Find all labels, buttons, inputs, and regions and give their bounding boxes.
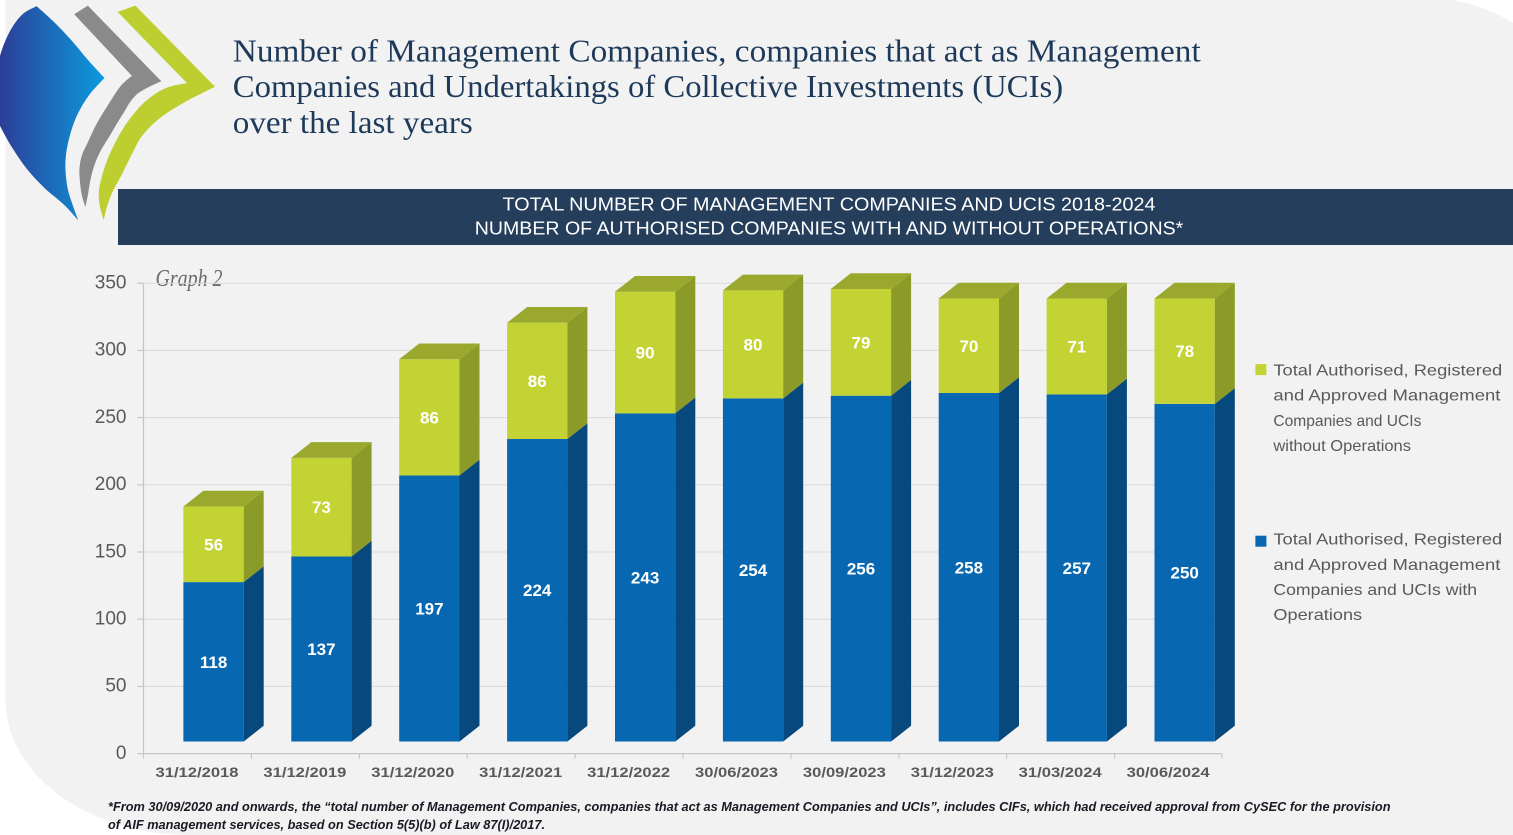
svg-text:Total Authorised, Registered: Total Authorised, Registered: [1273, 363, 1502, 380]
svg-text:Companies and UCIs with: Companies and UCIs with: [1273, 582, 1477, 599]
svg-text:31/12/2019: 31/12/2019: [263, 764, 346, 780]
svg-text:258: 258: [955, 558, 983, 577]
svg-text:Number of Management Companies: Number of Management Companies, companie…: [233, 34, 1201, 69]
svg-text:NUMBER OF AUTHORISED COMPANIES: NUMBER OF AUTHORISED COMPANIES WITH AND …: [475, 217, 1184, 238]
svg-text:31/12/2023: 31/12/2023: [911, 764, 994, 780]
svg-text:and Approved Management: and Approved Management: [1273, 388, 1501, 405]
svg-text:Operations: Operations: [1273, 607, 1362, 624]
svg-text:257: 257: [1063, 559, 1091, 578]
svg-text:100: 100: [95, 609, 127, 630]
svg-text:79: 79: [852, 333, 871, 352]
svg-text:0: 0: [116, 743, 127, 764]
svg-text:Companies and Undertakings of: Companies and Undertakings of Collective…: [233, 69, 1063, 104]
svg-text:254: 254: [739, 561, 768, 580]
svg-text:over the last years: over the last years: [233, 105, 473, 140]
svg-text:71: 71: [1067, 337, 1086, 356]
svg-text:31/12/2020: 31/12/2020: [371, 764, 454, 780]
svg-text:90: 90: [636, 344, 655, 363]
svg-text:Companies and UCIs: Companies and UCIs: [1273, 413, 1421, 430]
svg-text:31/12/2021: 31/12/2021: [479, 764, 562, 780]
svg-text:86: 86: [528, 372, 547, 391]
svg-text:350: 350: [95, 273, 127, 294]
svg-text:*From 30/09/2020 and onwards,: *From 30/09/2020 and onwards, the “total…: [108, 800, 1391, 814]
svg-text:30/06/2023: 30/06/2023: [695, 764, 778, 780]
svg-text:200: 200: [95, 474, 127, 495]
svg-text:30/06/2024: 30/06/2024: [1127, 764, 1210, 780]
svg-text:50: 50: [105, 676, 126, 697]
svg-text:TOTAL NUMBER OF MANAGEMENT COM: TOTAL NUMBER OF MANAGEMENT COMPANIES AND…: [503, 193, 1156, 214]
svg-text:73: 73: [312, 498, 331, 517]
svg-text:30/09/2023: 30/09/2023: [803, 764, 886, 780]
svg-text:56: 56: [204, 535, 223, 554]
svg-text:78: 78: [1175, 342, 1194, 361]
svg-text:150: 150: [95, 541, 127, 562]
svg-text:137: 137: [307, 640, 335, 659]
svg-text:without Operations: without Operations: [1272, 438, 1411, 455]
svg-text:31/03/2024: 31/03/2024: [1019, 764, 1102, 780]
svg-text:70: 70: [959, 337, 978, 356]
svg-text:Total Authorised, Registered: Total Authorised, Registered: [1273, 532, 1502, 549]
svg-text:31/12/2018: 31/12/2018: [156, 764, 239, 780]
svg-text:118: 118: [200, 653, 227, 672]
svg-text:243: 243: [631, 568, 659, 587]
svg-text:197: 197: [415, 600, 443, 619]
svg-text:of AIF management services, ba: of AIF management services, based on Sec…: [108, 818, 545, 832]
svg-text:Graph 2: Graph 2: [156, 266, 223, 292]
svg-text:256: 256: [847, 560, 875, 579]
svg-text:224: 224: [523, 581, 552, 600]
svg-text:300: 300: [95, 340, 127, 361]
svg-text:and Approved Management: and Approved Management: [1273, 557, 1501, 574]
svg-text:80: 80: [744, 335, 763, 354]
svg-text:250: 250: [95, 407, 127, 428]
svg-text:250: 250: [1171, 564, 1199, 583]
svg-text:31/12/2022: 31/12/2022: [587, 764, 670, 780]
svg-text:86: 86: [420, 408, 439, 427]
